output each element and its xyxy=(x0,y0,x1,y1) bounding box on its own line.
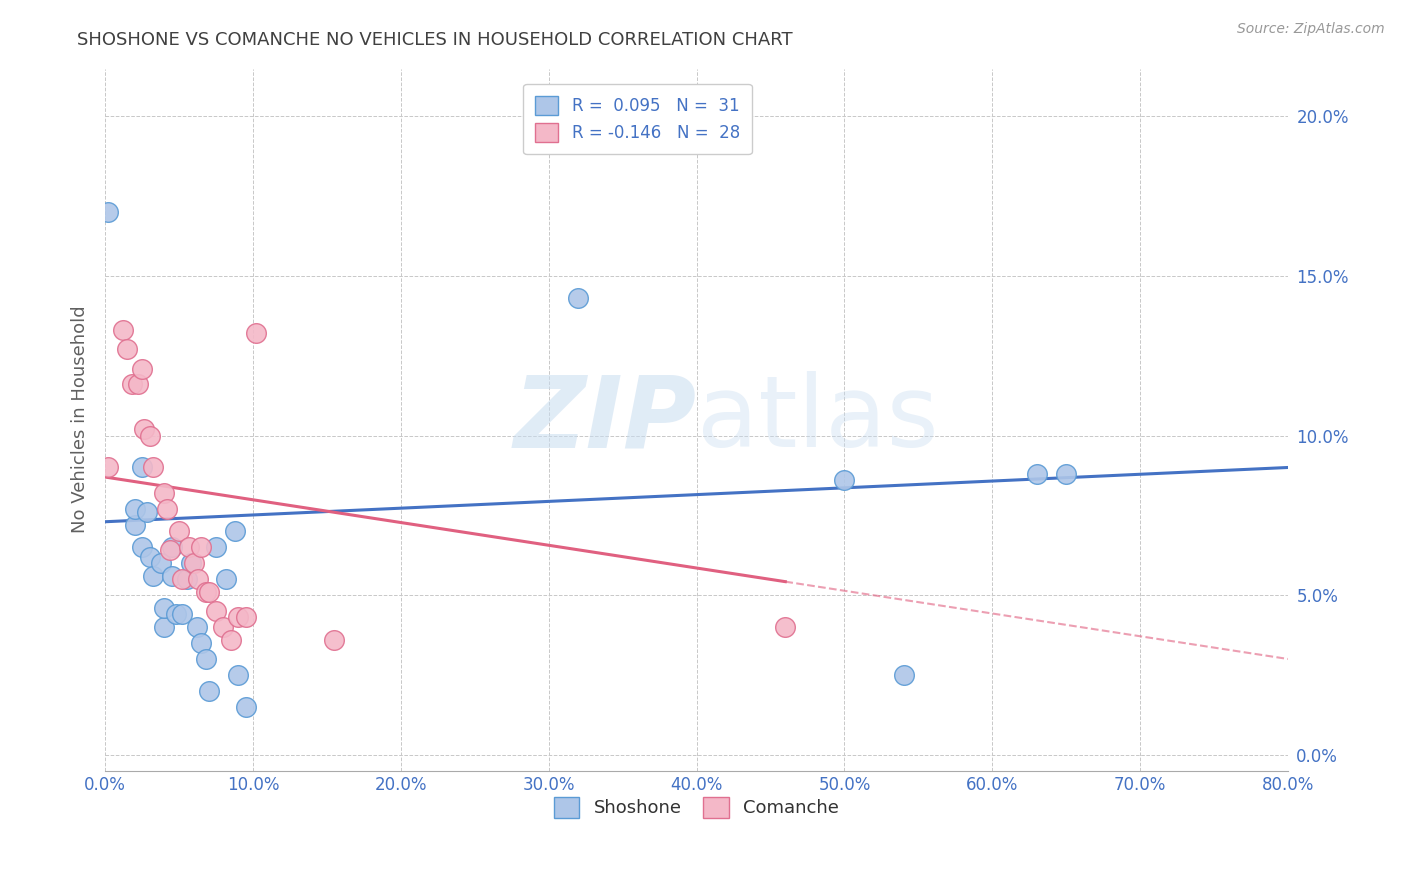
Point xyxy=(124,502,146,516)
Point xyxy=(138,428,160,442)
Point xyxy=(567,291,589,305)
Point xyxy=(1054,467,1077,481)
Point xyxy=(160,569,183,583)
Point xyxy=(197,585,219,599)
Text: atlas: atlas xyxy=(696,371,938,468)
Point xyxy=(141,569,163,583)
Point xyxy=(160,541,183,555)
Point xyxy=(212,620,235,634)
Point xyxy=(156,502,179,516)
Point xyxy=(117,343,139,357)
Point xyxy=(138,549,160,564)
Point xyxy=(190,541,212,555)
Point xyxy=(187,572,209,586)
Point xyxy=(219,632,242,647)
Point xyxy=(179,541,201,555)
Point xyxy=(121,377,143,392)
Point xyxy=(235,699,257,714)
Point xyxy=(186,620,208,634)
Point xyxy=(323,632,346,647)
Text: SHOSHONE VS COMANCHE NO VEHICLES IN HOUSEHOLD CORRELATION CHART: SHOSHONE VS COMANCHE NO VEHICLES IN HOUS… xyxy=(77,31,793,49)
Point xyxy=(150,556,173,570)
Point xyxy=(135,505,157,519)
Point xyxy=(235,610,257,624)
Point xyxy=(131,460,153,475)
Point xyxy=(194,585,217,599)
Point xyxy=(834,473,856,487)
Point xyxy=(775,620,797,634)
Point xyxy=(215,572,238,586)
Point xyxy=(153,620,176,634)
Point xyxy=(205,604,228,618)
Point xyxy=(127,377,149,392)
Point xyxy=(131,541,153,555)
Y-axis label: No Vehicles in Household: No Vehicles in Household xyxy=(72,306,89,533)
Point xyxy=(172,572,194,586)
Point xyxy=(111,323,134,337)
Point xyxy=(132,422,155,436)
Point xyxy=(124,517,146,532)
Text: Source: ZipAtlas.com: Source: ZipAtlas.com xyxy=(1237,22,1385,37)
Point xyxy=(153,601,176,615)
Point xyxy=(172,607,194,622)
Text: ZIP: ZIP xyxy=(513,371,696,468)
Point xyxy=(153,486,176,500)
Point xyxy=(176,572,198,586)
Point xyxy=(245,326,267,341)
Point xyxy=(165,607,187,622)
Point xyxy=(131,361,153,376)
Point xyxy=(159,543,181,558)
Point xyxy=(194,652,217,666)
Point xyxy=(205,541,228,555)
Point xyxy=(226,668,249,682)
Point xyxy=(167,524,190,539)
Point xyxy=(183,556,205,570)
Point xyxy=(197,684,219,698)
Point xyxy=(893,668,915,682)
Point xyxy=(180,556,202,570)
Point xyxy=(226,610,249,624)
Point xyxy=(190,636,212,650)
Point xyxy=(1025,467,1047,481)
Point xyxy=(224,524,246,539)
Legend: Shoshone, Comanche: Shoshone, Comanche xyxy=(547,789,846,825)
Point xyxy=(97,205,120,219)
Point xyxy=(97,460,120,475)
Point xyxy=(141,460,163,475)
